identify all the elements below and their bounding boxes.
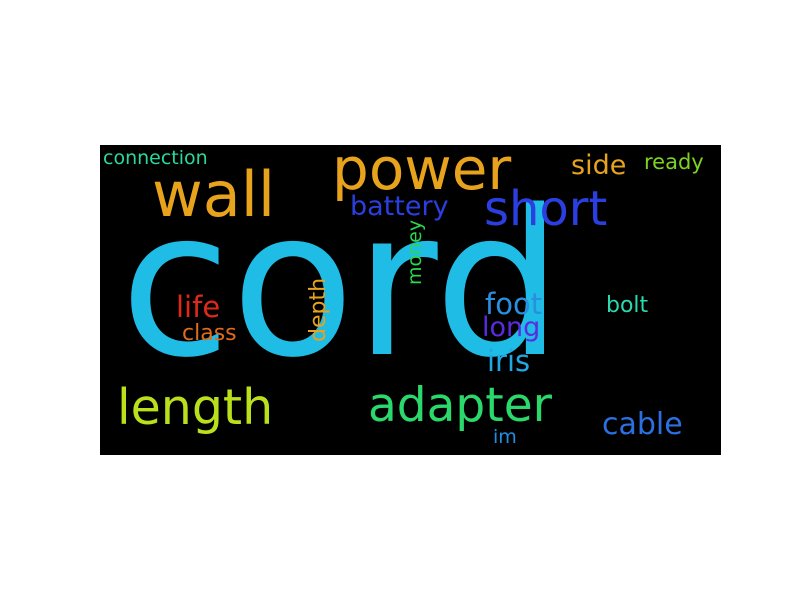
word-foot: foot <box>485 287 543 321</box>
word-bolt: bolt <box>606 293 649 318</box>
word-iris: iris <box>487 344 531 378</box>
word-money: money <box>404 219 426 285</box>
word-long: long <box>482 312 541 343</box>
word-cloud: cord power wall short battery length adapter co… <box>100 145 721 455</box>
word-depth: depth <box>306 277 331 342</box>
word-battery: battery <box>350 191 449 222</box>
word-im: im <box>493 426 517 448</box>
word-short: short <box>484 181 608 237</box>
word-adapter: adapter <box>368 378 552 433</box>
word-connection: connection <box>103 147 208 169</box>
word-life: life <box>176 290 221 324</box>
word-cord: cord <box>120 166 563 402</box>
word-class: class <box>182 321 237 346</box>
word-power: power <box>332 145 512 203</box>
word-length: length <box>117 379 274 436</box>
word-cable: cable <box>602 407 683 442</box>
word-ready: ready <box>644 150 704 174</box>
word-wall: wall <box>152 158 276 231</box>
word-side: side <box>571 150 627 181</box>
